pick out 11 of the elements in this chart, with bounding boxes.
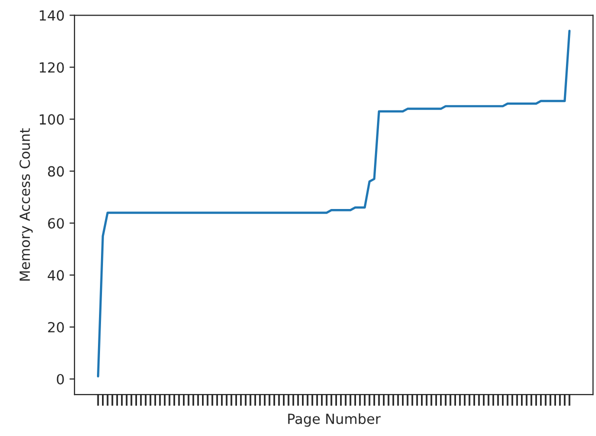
- x-axis-title: Page Number: [288, 413, 381, 427]
- y-tick-label: 100: [40, 114, 64, 125]
- y-tick-label: 140: [40, 10, 64, 21]
- y-tick-label: 120: [40, 62, 64, 73]
- y-tick-label: 0: [56, 374, 64, 384]
- y-axis-title: Memory Access Count: [20, 128, 33, 281]
- y-tick-label: 60: [48, 218, 64, 229]
- y-tick-label: 80: [48, 166, 64, 177]
- y-tick-label: 40: [48, 270, 64, 281]
- y-tick-label: 20: [48, 322, 64, 333]
- line-series: [96, 30, 571, 378]
